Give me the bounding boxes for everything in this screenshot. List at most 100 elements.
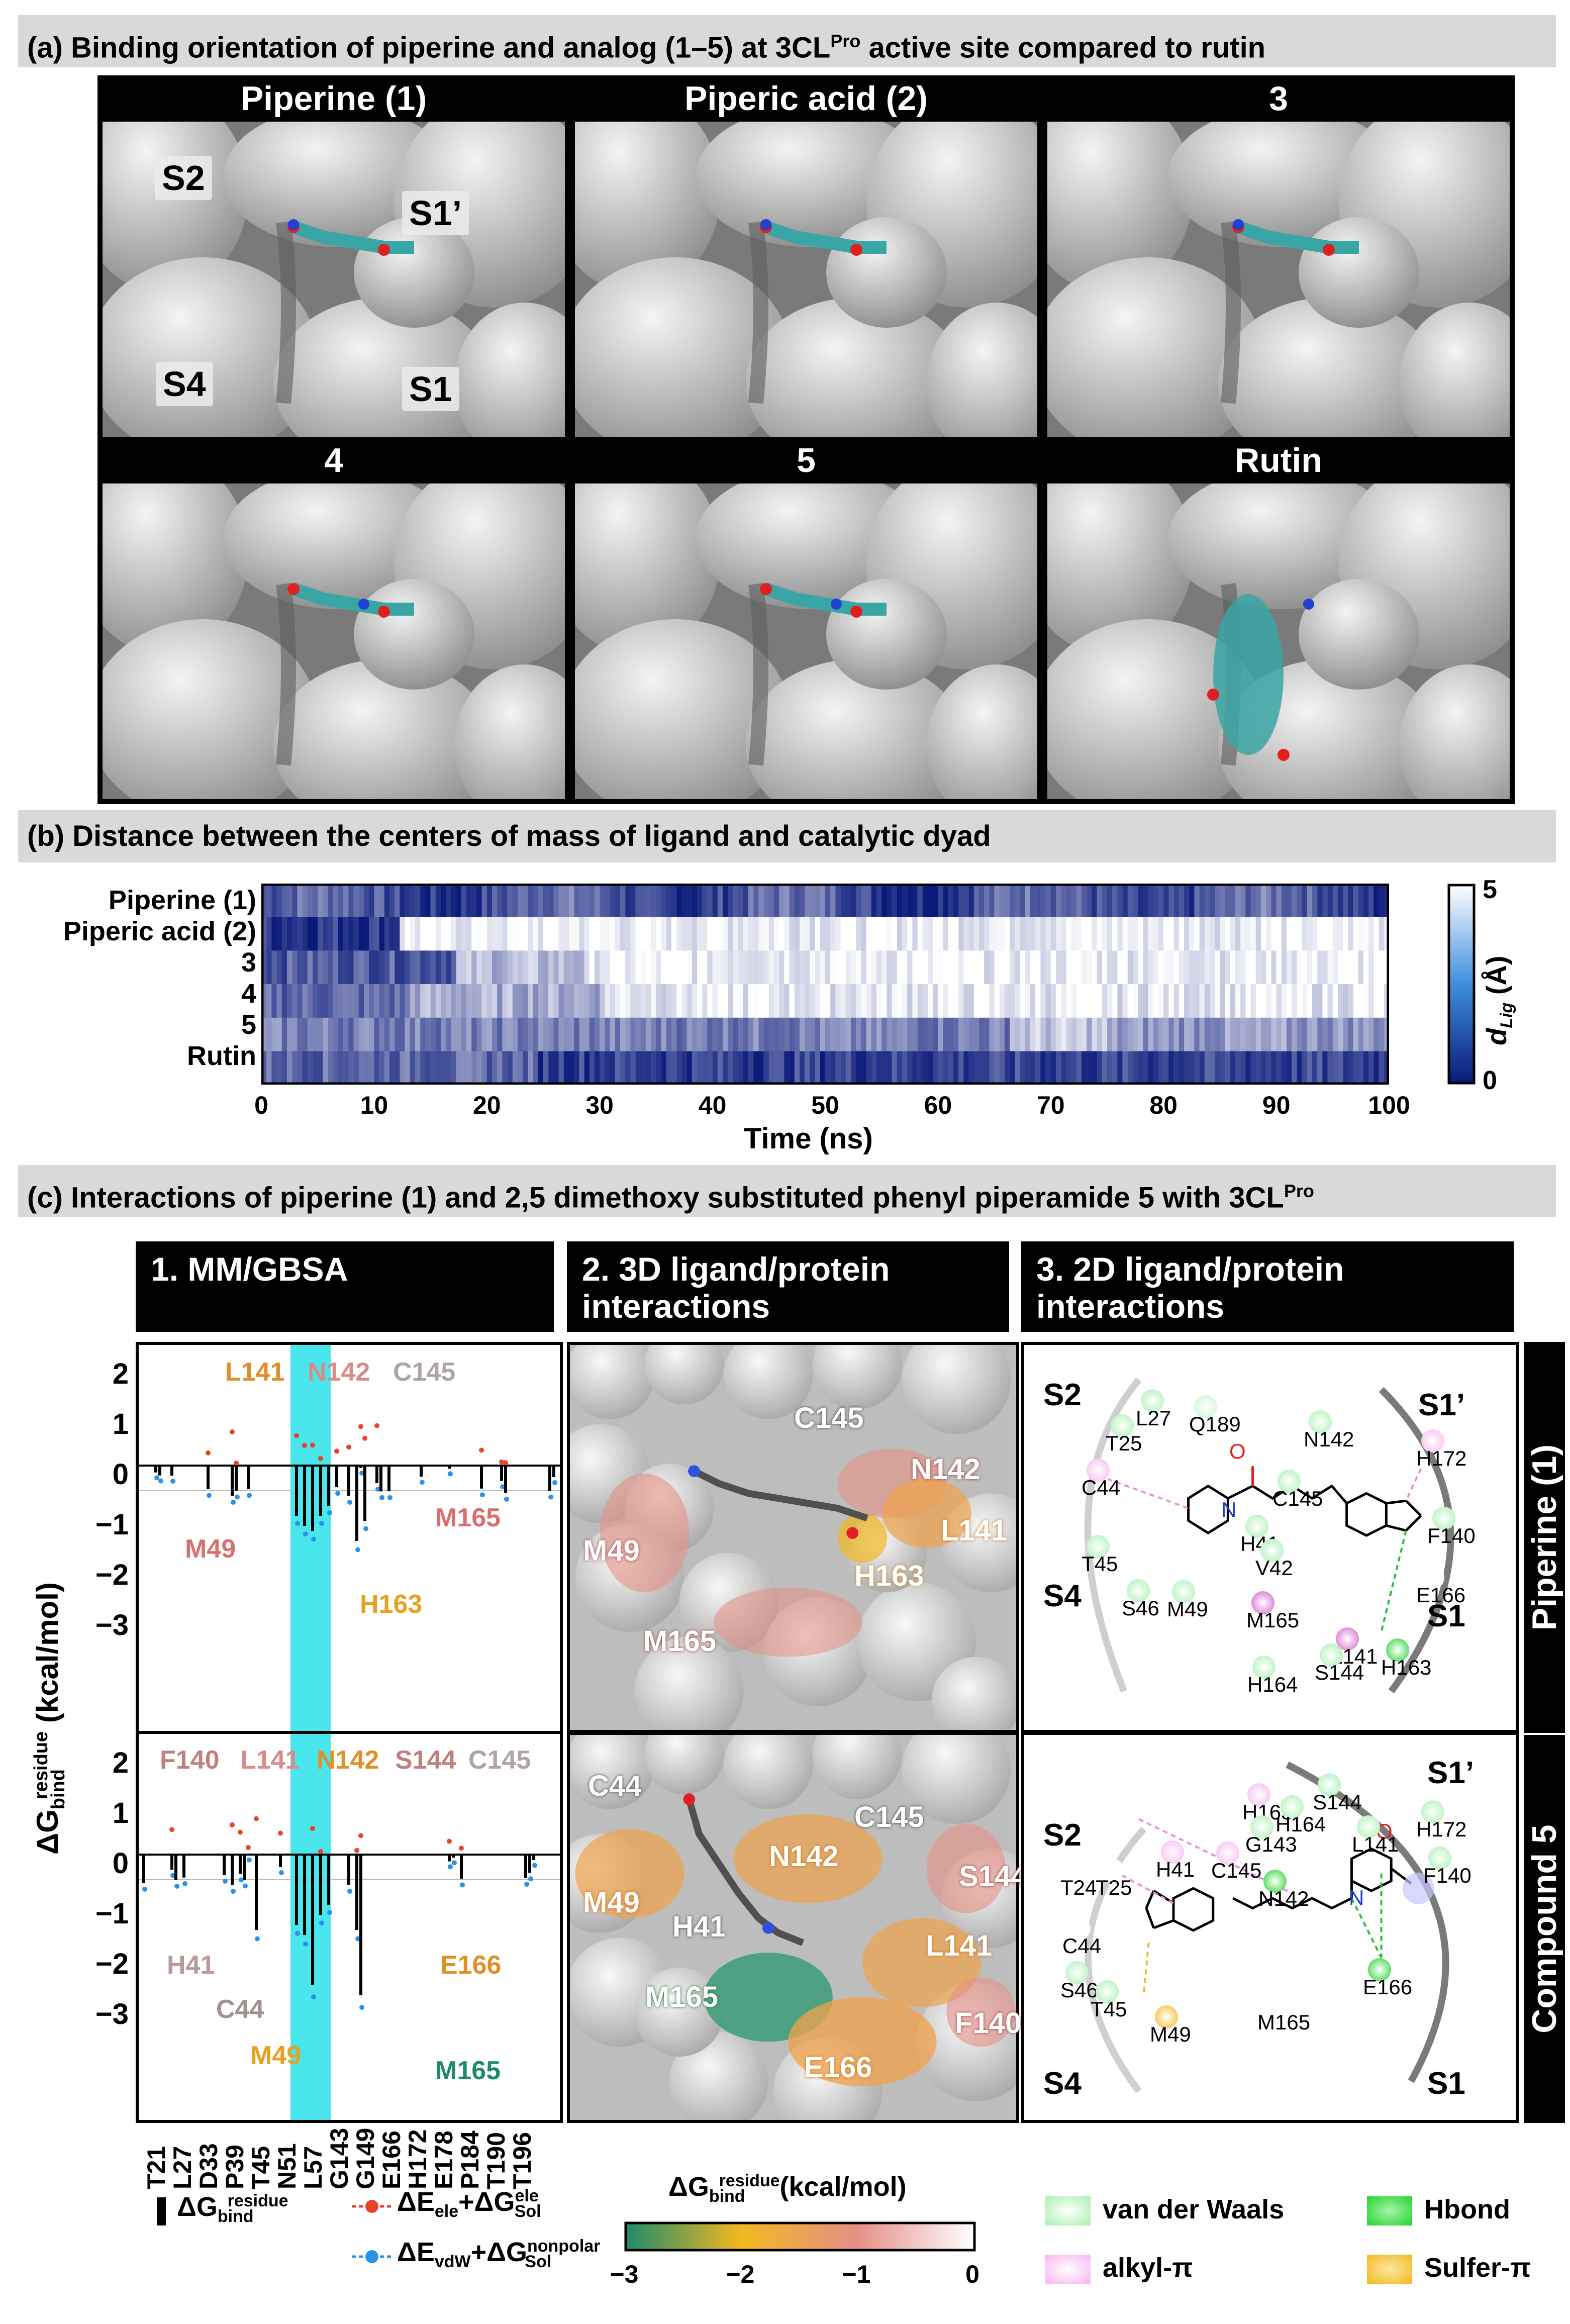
heatmap-cell <box>1368 917 1374 951</box>
legend-sulfur-label: Sulfer-π <box>1424 2253 1531 2283</box>
heatmap-cell <box>1020 1051 1025 1085</box>
heatmap-cell <box>815 917 820 951</box>
heatmap-cell <box>1020 884 1025 917</box>
heatmap-cell <box>630 1051 636 1085</box>
heatmap-cell <box>1348 984 1353 1018</box>
heatmap-cell <box>1122 884 1128 917</box>
residue-label: C44 <box>1082 1476 1121 1499</box>
heatmap-cell <box>292 884 298 917</box>
heatmap-cell <box>1107 884 1113 917</box>
heatmap-cell <box>1005 984 1010 1018</box>
heatmap-cell <box>815 1051 820 1085</box>
heatmap-cell <box>1368 984 1374 1018</box>
heatmap-cell <box>805 950 810 985</box>
heatmap-cell <box>405 917 410 951</box>
heatmap-cell <box>353 1051 359 1085</box>
heatmap-cell <box>738 917 743 951</box>
heatmap-cell <box>666 884 672 917</box>
heatmap-cell <box>292 1051 298 1085</box>
heatmap-cell <box>768 884 774 917</box>
heatmap-cell <box>400 984 405 1018</box>
heatmap-cell <box>1327 1051 1333 1085</box>
heatmap-cell <box>1338 1017 1343 1051</box>
heatmap-cell <box>553 950 559 985</box>
heatmap-row-label: Piperic acid (2) <box>63 916 256 946</box>
heatmap-xtick: 50 <box>811 1091 839 1119</box>
heatmap-cell <box>1102 984 1108 1018</box>
heatmap-cell <box>1117 1051 1123 1085</box>
heatmap-cell <box>994 917 1000 951</box>
residue-tick-label: G149 <box>351 2127 379 2189</box>
heatmap-cell <box>353 884 359 917</box>
heatmap-cell <box>374 1051 379 1085</box>
heatmap-cell <box>420 950 426 985</box>
heatmap-cell <box>400 1017 405 1051</box>
heatmap-cell <box>456 950 461 985</box>
heatmap-cell <box>518 950 523 985</box>
heatmap-cell <box>600 1051 605 1085</box>
y-tick: −1 <box>95 1508 129 1541</box>
heatmap-cell <box>779 1051 784 1085</box>
heatmap-cell <box>651 1051 656 1085</box>
heatmap-cell <box>948 917 954 951</box>
heatmap-cell <box>953 984 959 1018</box>
heatmap-cell <box>1338 950 1343 985</box>
heatmap-cell <box>1220 1017 1225 1051</box>
heatmap-cell <box>984 950 990 985</box>
heatmap-cell <box>692 950 698 985</box>
heatmap-cell <box>820 950 826 985</box>
vdw-point <box>524 1882 529 1887</box>
heatmap-cell <box>338 950 344 985</box>
heatmap-cell <box>1117 1017 1123 1051</box>
heatmap-cell <box>1040 984 1046 1018</box>
residue-circle <box>1101 1859 1124 1882</box>
heatmap-cell <box>548 984 554 1018</box>
heatmap-cell <box>1297 1017 1302 1051</box>
heatmap-cell <box>1194 950 1200 985</box>
vdw-point <box>452 1860 457 1866</box>
heatmap-cell <box>994 950 1000 985</box>
residue-label: N142 <box>1258 1887 1309 1910</box>
heatmap-cell <box>1261 1051 1266 1085</box>
heatmap-cell <box>384 884 390 917</box>
heatmap-cell <box>876 884 882 917</box>
heatmap-cell <box>558 1051 564 1085</box>
heatmap-cell <box>922 950 928 985</box>
top-header-n142: N142 <box>308 1358 370 1387</box>
heatmap-cell <box>1127 950 1133 985</box>
heatmap-cell <box>328 1051 333 1085</box>
heatmap-cell <box>953 884 959 917</box>
heatmap-cell <box>1297 884 1302 917</box>
heatmap-cell <box>307 984 313 1018</box>
heatmap-cell <box>794 984 800 1018</box>
protein-surface-3d-bottom <box>570 1735 1016 2120</box>
heatmap-cell <box>743 984 749 1018</box>
heatmap-cell <box>748 984 754 1018</box>
heatmap-cell <box>1225 1017 1230 1051</box>
vdw-point <box>170 1873 175 1878</box>
heatmap-cell <box>938 1017 943 1051</box>
heatmap-cell <box>630 917 636 951</box>
heatmap-cell <box>1307 950 1313 985</box>
heatmap-cell <box>620 917 626 951</box>
heatmap-cell <box>348 884 354 917</box>
residue-circle <box>1309 1410 1332 1433</box>
diagram-2d-top <box>1084 1377 1454 1694</box>
heatmap-cell <box>635 917 641 951</box>
top-anno-m165: M165 <box>435 1503 501 1532</box>
heatmap-cell <box>620 1051 626 1085</box>
heatmap-cell <box>543 884 549 917</box>
heatmap-cell <box>1358 1051 1364 1085</box>
top-anno-h163: H163 <box>360 1590 423 1619</box>
heatmap-cell <box>1015 884 1020 917</box>
heatmap-cell <box>1266 884 1271 917</box>
y-tick: 2 <box>112 1358 129 1390</box>
legend-vdw-label: van der Waals <box>1103 2194 1285 2224</box>
heatmap-cell <box>1087 1017 1092 1051</box>
heatmap-cell <box>943 984 948 1018</box>
heatmap-cell <box>615 950 621 985</box>
vdw-point <box>359 1470 364 1476</box>
col-header-mmgbsa: 1. MM/GBSA <box>136 1241 554 1332</box>
heatmap-cell <box>851 917 856 951</box>
vdw-point <box>548 1494 553 1500</box>
